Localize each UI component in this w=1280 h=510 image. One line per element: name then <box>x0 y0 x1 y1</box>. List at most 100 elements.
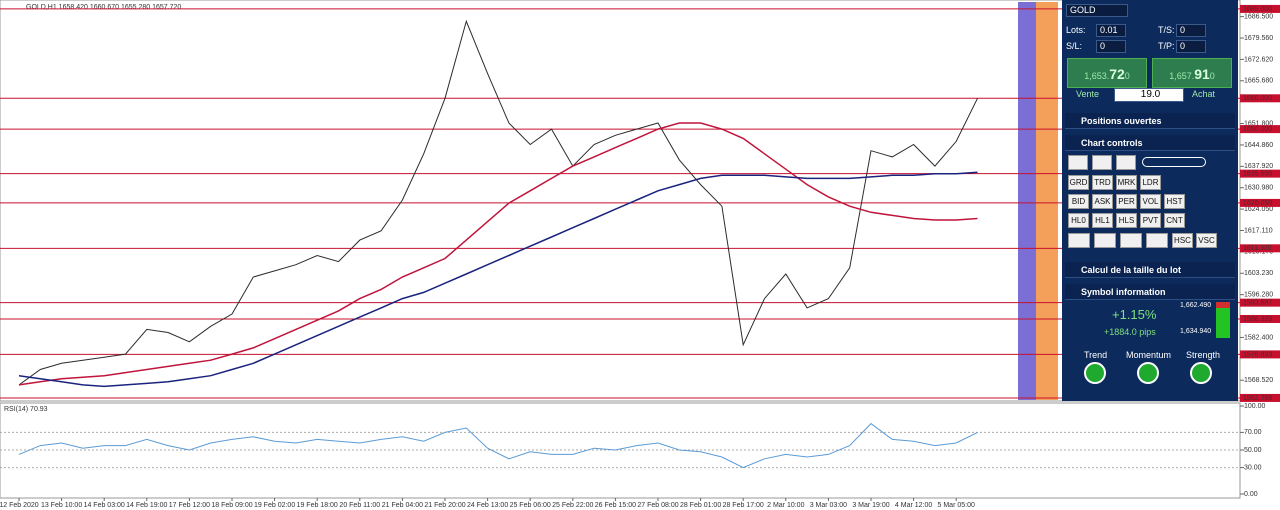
trend-arrow <box>1084 362 1106 384</box>
y-tick-label: 50.00 <box>1244 447 1262 454</box>
y-tick-label: 1644.860 <box>1244 142 1273 149</box>
x-tick-label: 5 Mar 05:00 <box>938 502 975 509</box>
level-label: 1660.000 <box>1243 95 1272 102</box>
x-tick-label: 19 Feb 02:00 <box>254 502 295 509</box>
x-tick-label: 18 Feb 09:00 <box>211 502 252 509</box>
rsi-title: RSI(14) 70.93 <box>4 406 48 413</box>
level-tag <box>1240 298 1280 307</box>
nav-button[interactable] <box>1094 233 1116 248</box>
toggle-button[interactable]: BID <box>1068 194 1089 209</box>
toggle-button[interactable]: HL1 <box>1092 213 1113 228</box>
sl-input[interactable]: 0 <box>1096 40 1126 53</box>
level-tag <box>1240 125 1280 134</box>
toggle-button[interactable]: VSC <box>1196 233 1217 248</box>
toggle-button[interactable]: HL0 <box>1068 213 1089 228</box>
x-tick-label: 17 Feb 12:00 <box>169 502 210 509</box>
x-tick-label: 25 Feb 06:00 <box>510 502 551 509</box>
toggle-button[interactable]: VOL <box>1140 194 1161 209</box>
y-tick-label: 1679.560 <box>1244 35 1273 42</box>
symbol-select[interactable]: GOLD <box>1066 4 1128 17</box>
y-tick-label: 1651.800 <box>1244 120 1273 127</box>
sell-main: 72 <box>1109 66 1125 82</box>
x-tick-label: 12 Feb 2020 <box>0 502 39 509</box>
control-button[interactable] <box>1116 155 1136 170</box>
toggle-button[interactable]: TRD <box>1092 175 1113 190</box>
level-tag <box>1240 350 1280 359</box>
toggle-button[interactable]: HST <box>1164 194 1185 209</box>
sell-suffix: 0 <box>1124 71 1130 81</box>
toggle-button[interactable]: MRK <box>1116 175 1137 190</box>
sell-label: Vente <box>1076 89 1100 99</box>
y-tick-label: 1624.050 <box>1244 206 1273 213</box>
lots-input[interactable]: 0.01 <box>1096 24 1126 37</box>
x-tick-label: 3 Mar 19:00 <box>852 502 889 509</box>
control-button[interactable] <box>1092 155 1112 170</box>
y-tick-label: 0.00 <box>1244 491 1258 498</box>
x-tick-label: 19 Feb 18:00 <box>297 502 338 509</box>
level-label: 1650.000 <box>1243 126 1272 133</box>
ts-input[interactable]: 0 <box>1176 24 1206 37</box>
momentum-arrow <box>1137 362 1159 384</box>
toggle-button[interactable]: CNT <box>1164 213 1185 228</box>
x-tick-label: 21 Feb 04:00 <box>382 502 423 509</box>
level-tag <box>1240 198 1280 207</box>
range-red <box>1216 302 1230 308</box>
section-header[interactable]: Calcul de la taille du lot <box>1065 262 1235 278</box>
x-tick-label: 28 Feb 17:00 <box>723 502 764 509</box>
toggle-button[interactable]: HLS <box>1116 213 1137 228</box>
x-tick-label: 3 Mar 03:00 <box>810 502 847 509</box>
slider[interactable] <box>1142 157 1206 167</box>
high: 1,662.490 <box>1180 302 1212 309</box>
level-label: 1635.550 <box>1243 170 1272 177</box>
price-line <box>18 122 978 386</box>
section-header[interactable]: Symbol information <box>1065 284 1235 300</box>
section-header[interactable]: Chart controls <box>1065 135 1235 151</box>
level-label: 1689.000 <box>1243 6 1272 13</box>
y-tick-label: 1630.980 <box>1244 185 1273 192</box>
nav-button[interactable] <box>1146 233 1168 248</box>
strength-arrow <box>1190 362 1212 384</box>
x-tick-label: 27 Feb 08:00 <box>637 502 678 509</box>
toggle-button[interactable]: HSC <box>1172 233 1193 248</box>
y-tick-label: 1603.230 <box>1244 270 1273 277</box>
toggle-button[interactable]: ASK <box>1092 194 1113 209</box>
y-tick-label: 70.00 <box>1244 429 1262 436</box>
ts-label: T/S: <box>1158 25 1175 35</box>
toggle-button[interactable]: PER <box>1116 194 1137 209</box>
level-tag <box>1240 314 1280 323</box>
section-header[interactable]: Positions ouvertes <box>1065 113 1235 129</box>
toggle-button[interactable]: LDR <box>1140 175 1161 190</box>
level-tag <box>1240 4 1280 13</box>
x-tick-label: 28 Feb 01:00 <box>680 502 721 509</box>
sell-button[interactable]: 1,653.720 <box>1067 58 1147 88</box>
low: 1,634.940 <box>1180 328 1212 335</box>
nav-button[interactable] <box>1120 233 1142 248</box>
sell-prefix: 1,653. <box>1084 71 1110 81</box>
level-label: 1593.687 <box>1243 300 1272 307</box>
y-tick-label: 1582.400 <box>1244 334 1273 341</box>
level-tag <box>1240 169 1280 178</box>
y-tick-label: 100.00 <box>1244 403 1266 410</box>
chart-title: GOLD,H1 1658.420 1660.670 1655.280 1657.… <box>26 4 181 11</box>
level-tag <box>1240 393 1280 402</box>
x-tick-label: 13 Feb 10:00 <box>41 502 82 509</box>
y-tick-label: 1672.620 <box>1244 56 1273 63</box>
x-tick-label: 21 Feb 20:00 <box>424 502 465 509</box>
spread: 19.0 <box>1114 88 1184 102</box>
toggle-button[interactable]: GRD <box>1068 175 1089 190</box>
level-label: 1576.893 <box>1243 351 1272 358</box>
y-tick-label: 1596.280 <box>1244 292 1273 299</box>
buy-button[interactable]: 1,657.910 <box>1152 58 1232 88</box>
indicator-label: Strength <box>1186 350 1221 360</box>
x-tick-label: 26 Feb 15:00 <box>595 502 636 509</box>
control-button[interactable] <box>1068 155 1088 170</box>
tp-input[interactable]: 0 <box>1176 40 1206 53</box>
nav-button[interactable] <box>1068 233 1090 248</box>
pips: +1884.0 pips <box>1104 327 1156 337</box>
indicator-label: Trend <box>1084 350 1108 360</box>
y-tick-label: 1568.520 <box>1244 377 1273 384</box>
range-green <box>1216 308 1230 338</box>
sl-label: S/L: <box>1066 41 1083 51</box>
toggle-button[interactable]: PVT <box>1140 213 1161 228</box>
